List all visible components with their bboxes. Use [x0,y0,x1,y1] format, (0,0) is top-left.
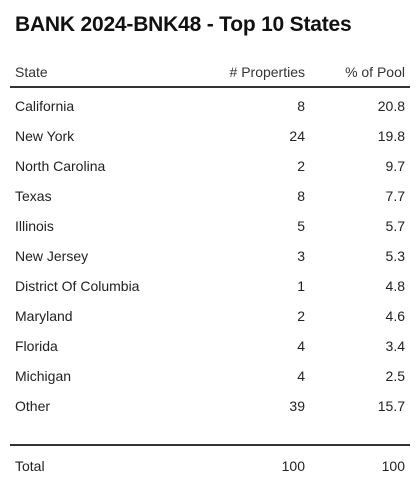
table-row: Maryland 2 4.6 [10,301,410,331]
header-properties: # Properties [229,64,305,80]
cell-pct-pool: 15.7 [377,398,405,414]
total-row: Total 100 100 [10,451,410,481]
cell-state: New Jersey [15,248,89,264]
page-title: BANK 2024-BNK48 - Top 10 States [15,13,352,36]
table-row: New Jersey 3 5.3 [10,241,410,271]
table-row: Other 39 15.7 [10,391,410,421]
table-body: California 8 20.8 New York 24 19.8 North… [10,91,410,421]
cell-state: Illinois [15,218,54,234]
cell-pct-pool: 9.7 [385,158,405,174]
total-divider [10,444,410,446]
cell-properties: 4 [297,338,305,354]
cell-pct-pool: 4.6 [385,308,405,324]
cell-pct-pool: 19.8 [377,128,405,144]
cell-state: Florida [15,338,58,354]
table-header: State # Properties % of Pool [10,64,410,88]
cell-state: New York [15,128,75,144]
total-properties: 100 [281,458,305,474]
cell-properties: 8 [297,98,305,114]
cell-properties: 1 [297,278,305,294]
cell-properties: 39 [289,398,305,414]
cell-properties: 5 [297,218,305,234]
total-pct-pool: 100 [381,458,405,474]
cell-state: Maryland [15,308,73,324]
cell-state: District Of Columbia [15,278,140,294]
cell-state: Texas [15,188,52,204]
header-state: State [15,64,48,80]
cell-pct-pool: 5.7 [385,218,405,234]
cell-properties: 2 [297,158,305,174]
cell-properties: 3 [297,248,305,264]
table-row: District Of Columbia 1 4.8 [10,271,410,301]
cell-state: California [15,98,75,114]
cell-pct-pool: 4.8 [385,278,405,294]
cell-properties: 24 [289,128,305,144]
total-label: Total [15,458,45,474]
table-row: New York 24 19.8 [10,121,410,151]
cell-properties: 8 [297,188,305,204]
table-row: North Carolina 2 9.7 [10,151,410,181]
cell-properties: 2 [297,308,305,324]
cell-pct-pool: 3.4 [385,338,405,354]
cell-state: Michigan [15,368,72,384]
cell-pct-pool: 20.8 [377,98,405,114]
table-row: California 8 20.8 [10,91,410,121]
cell-pct-pool: 5.3 [385,248,405,264]
cell-properties: 4 [297,368,305,384]
table-row: Michigan 4 2.5 [10,361,410,391]
table-row: Texas 8 7.7 [10,181,410,211]
cell-pct-pool: 7.7 [385,188,405,204]
header-pct-pool: % of Pool [345,64,405,80]
cell-state: Other [15,398,51,414]
table-row: Florida 4 3.4 [10,331,410,361]
cell-pct-pool: 2.5 [385,368,405,384]
cell-state: North Carolina [15,158,106,174]
table-row: Illinois 5 5.7 [10,211,410,241]
